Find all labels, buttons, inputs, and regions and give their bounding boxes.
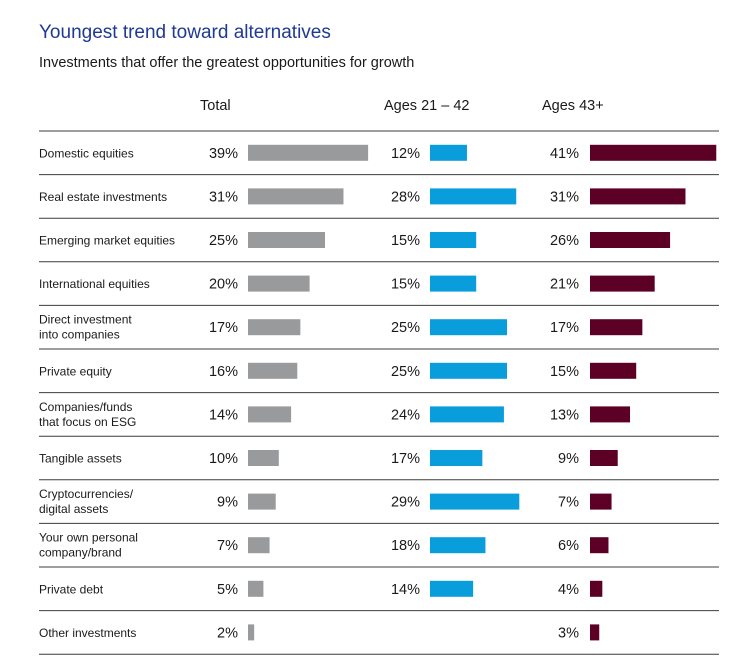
bar-total (248, 144, 369, 161)
bar-ages-21-42 (430, 406, 504, 423)
bar-ages-43-plus (590, 450, 618, 466)
chart-title: Youngest trend toward alternatives (39, 22, 331, 43)
category-label: Private debt (39, 582, 104, 596)
category-label: Your own personal company/brand (39, 531, 138, 560)
bar-ages-43-plus (590, 537, 609, 554)
category-label: Other investments (39, 626, 136, 640)
bar-ages-43-plus (590, 275, 655, 292)
value-label-total: 25% (209, 233, 238, 249)
bar-ages-21-42 (430, 450, 483, 466)
value-label-total: 17% (209, 320, 238, 336)
bar-ages-21-42 (430, 493, 520, 510)
bar-total (248, 188, 344, 205)
category-label: Tangible assets (39, 452, 122, 466)
bar-ages-21-42 (430, 537, 486, 554)
value-label-ages-21-42: 17% (391, 451, 420, 467)
value-label-total: 39% (209, 146, 238, 162)
value-label-ages-43-plus: 13% (550, 407, 579, 423)
bar-ages-43-plus (590, 319, 643, 336)
bar-total (248, 362, 298, 379)
value-label-total: 5% (217, 582, 238, 598)
category-label: International equities (39, 277, 150, 291)
value-label-ages-21-42: 25% (391, 364, 420, 380)
value-label-ages-43-plus: 26% (550, 233, 579, 249)
bar-total (248, 406, 292, 423)
bar-ages-21-42 (430, 319, 507, 336)
value-label-ages-21-42: 12% (391, 146, 420, 162)
value-label-ages-43-plus: 6% (558, 538, 579, 554)
column-header-ages-21-42: Ages 21 – 42 (384, 98, 470, 114)
bar-ages-43-plus (590, 144, 717, 161)
bar-ages-43-plus (590, 362, 637, 379)
value-label-ages-43-plus: 21% (550, 277, 579, 293)
value-label-ages-43-plus: 9% (558, 451, 579, 467)
column-header-total: Total (200, 98, 231, 114)
category-label: Private equity (39, 364, 112, 378)
bar-ages-43-plus (590, 624, 600, 641)
bar-ages-43-plus (590, 188, 686, 205)
value-label-ages-21-42: 25% (391, 320, 420, 336)
bar-ages-21-42 (430, 362, 507, 379)
value-label-ages-43-plus: 7% (558, 495, 579, 511)
value-label-total: 7% (217, 538, 238, 554)
value-label-total: 14% (209, 407, 238, 423)
bar-ages-21-42 (430, 232, 477, 248)
value-label-total: 31% (209, 189, 238, 205)
value-label-ages-43-plus: 3% (558, 625, 579, 641)
value-label-ages-43-plus: 31% (550, 189, 579, 205)
value-label-ages-21-42: 15% (391, 277, 420, 293)
value-label-ages-21-42: 14% (391, 582, 420, 598)
value-label-total: 10% (209, 451, 238, 467)
category-label: Domestic equities (39, 146, 134, 160)
bar-ages-21-42 (430, 275, 477, 292)
bar-total (248, 493, 276, 510)
bar-total (248, 537, 270, 554)
bar-ages-43-plus (590, 406, 631, 423)
bar-total (248, 232, 325, 248)
bar-ages-21-42 (430, 580, 474, 597)
bar-ages-43-plus (590, 493, 612, 510)
bar-ages-43-plus (590, 232, 671, 248)
value-label-ages-43-plus: 41% (550, 146, 579, 162)
bar-total (248, 319, 301, 336)
bar-total (248, 275, 310, 292)
category-label: Emerging market equities (39, 234, 175, 248)
category-label: Real estate investments (39, 190, 167, 204)
bar-ages-21-42 (430, 188, 517, 205)
bar-total (248, 450, 279, 466)
value-label-ages-21-42: 29% (391, 495, 420, 511)
value-label-ages-43-plus: 4% (558, 582, 579, 598)
value-label-ages-21-42: 28% (391, 189, 420, 205)
column-header-ages-43-plus: Ages 43+ (542, 98, 604, 114)
value-label-total: 9% (217, 495, 238, 511)
value-label-ages-21-42: 18% (391, 538, 420, 554)
value-label-total: 16% (209, 364, 238, 380)
value-label-total: 20% (209, 277, 238, 293)
value-label-ages-43-plus: 15% (550, 364, 579, 380)
bar-total (248, 624, 255, 641)
value-label-ages-21-42: 24% (391, 407, 420, 423)
bar-total (248, 580, 264, 597)
category-label: Cryptocurrencies/digital assets (39, 487, 134, 516)
bar-ages-21-42 (430, 144, 467, 161)
category-label: Direct investment into companies (39, 313, 132, 342)
value-label-total: 2% (217, 625, 238, 641)
category-label: Companies/funds that focus on ESG (39, 400, 136, 429)
bar-ages-43-plus (590, 580, 603, 597)
value-label-ages-43-plus: 17% (550, 320, 579, 336)
chart-subtitle: Investments that offer the greatest oppo… (39, 55, 415, 71)
value-label-ages-21-42: 15% (391, 233, 420, 249)
